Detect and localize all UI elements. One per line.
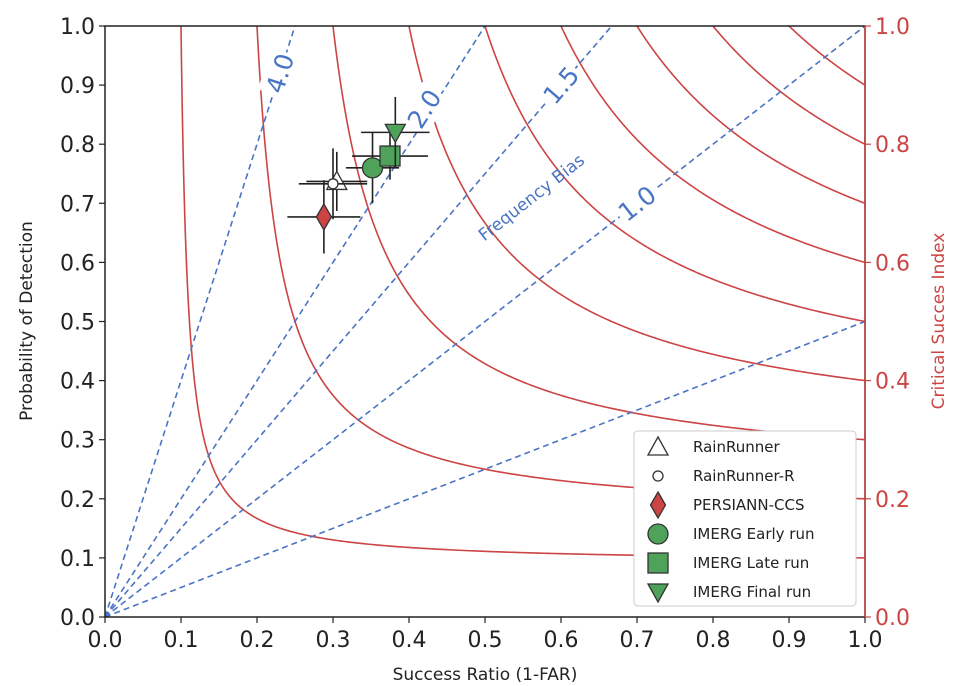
legend-box [633,430,857,607]
marker-circle [361,157,384,179]
y-tick-label: 1.0 [60,15,95,40]
y2-tick-label: 0.2 [875,488,910,513]
legend-item: IMERG Late run [647,552,809,574]
legend-label: IMERG Early run [693,525,815,543]
data-point [361,96,430,168]
y-tick-label: 0.8 [60,133,95,158]
data-points [287,96,430,254]
marker-circle [647,523,669,545]
marker-square [647,552,669,574]
axes: 0.0 0.1 0.2 0.3 0.4 0.5 0.6 0.7 0.8 0.9 1.00.00.10… [60,15,910,653]
marker-triangle-up [646,435,670,456]
bias-line [104,25,296,618]
y2-tick-label: 1.0 [875,15,910,40]
bias-label: 2.0 [402,84,448,133]
x-tick-label: 0.8 [696,628,731,653]
bias-label-bg [257,47,302,100]
x-tick-label: 0.4 [392,628,427,653]
legend: RainRunner RainRunner-R PERSIANN-CCS IMERG … [633,430,857,607]
marker-square [379,145,401,167]
y2-tick-label: 0.8 [875,133,910,158]
bias-label-bg [534,57,588,113]
x-tick-label: 0.0 [88,628,123,653]
y-tick-label: 0.2 [60,488,95,513]
data-point [298,148,368,220]
data-point [345,132,400,204]
legend-item: RainRunner [646,435,780,456]
csi-contour-line [484,25,866,323]
marker-circle-small [327,178,339,190]
x-tick-label: 0.9 [772,628,807,653]
x-tick-label: 0.6 [544,628,579,653]
marker-diamond [649,490,667,520]
marker-diamond [315,202,333,232]
x-tick-label: 0.3 [316,628,351,653]
y-tick-label: 0.3 [60,429,95,454]
bias-line [104,25,866,618]
y-tick-label: 0.7 [60,192,95,217]
legend-item: RainRunner-R [652,467,795,485]
legend-label: IMERG Final run [693,583,811,601]
csi-contour-line [636,25,866,205]
marker-triangle-down [646,583,670,604]
x-tick-label: 0.7 [620,628,655,653]
y2-tick-label: 0.6 [875,251,910,276]
bias-label-bg [609,177,665,230]
x-tick-label: 0.2 [240,628,275,653]
x-tick-label: 0.1 [164,628,199,653]
x-tick-label: 1.0 [848,628,883,653]
bias-label: 1.5 [537,61,585,110]
bias-label: 1.0 [613,180,662,227]
legend-item: IMERG Final run [646,583,811,604]
csi-contour-line [560,25,866,264]
y-tick-label: 0.4 [60,370,95,395]
bias-line [104,25,613,618]
legend-label: IMERG Late run [693,554,809,572]
bias-label: 4.0 [260,50,300,97]
y-tick-label: 0.5 [60,311,95,336]
y-tick-label: 0.1 [60,547,95,572]
marker-circle-small [652,470,664,482]
marker-triangle-down [384,123,407,144]
y2-tick-label: 0.4 [875,370,910,395]
y2-tick-label: 0.0 [875,606,910,631]
x-tick-label: 0.5 [468,628,503,653]
y-tick-label: 0.0 [60,606,95,631]
legend-item: IMERG Early run [647,523,815,545]
y-tick-label: 0.9 [60,74,95,99]
legend-label: RainRunner [693,438,780,456]
bias-label-bg [398,81,450,136]
legend-label: RainRunner-R [693,467,795,485]
csi-contour-line [712,25,866,145]
csi-contour-line [788,25,866,86]
bias-line [104,320,866,618]
y-tick-label: 0.6 [60,251,95,276]
legend-item: PERSIANN-CCS [649,490,804,520]
y2-axis-title: Critical Succes Index [929,233,949,410]
legend-label: PERSIANN-CCS [693,496,804,514]
x-axis-title: Success Ratio (1-FAR) [393,665,578,685]
y-axis-title: Probability of Detection [17,221,37,421]
data-point [287,180,361,254]
